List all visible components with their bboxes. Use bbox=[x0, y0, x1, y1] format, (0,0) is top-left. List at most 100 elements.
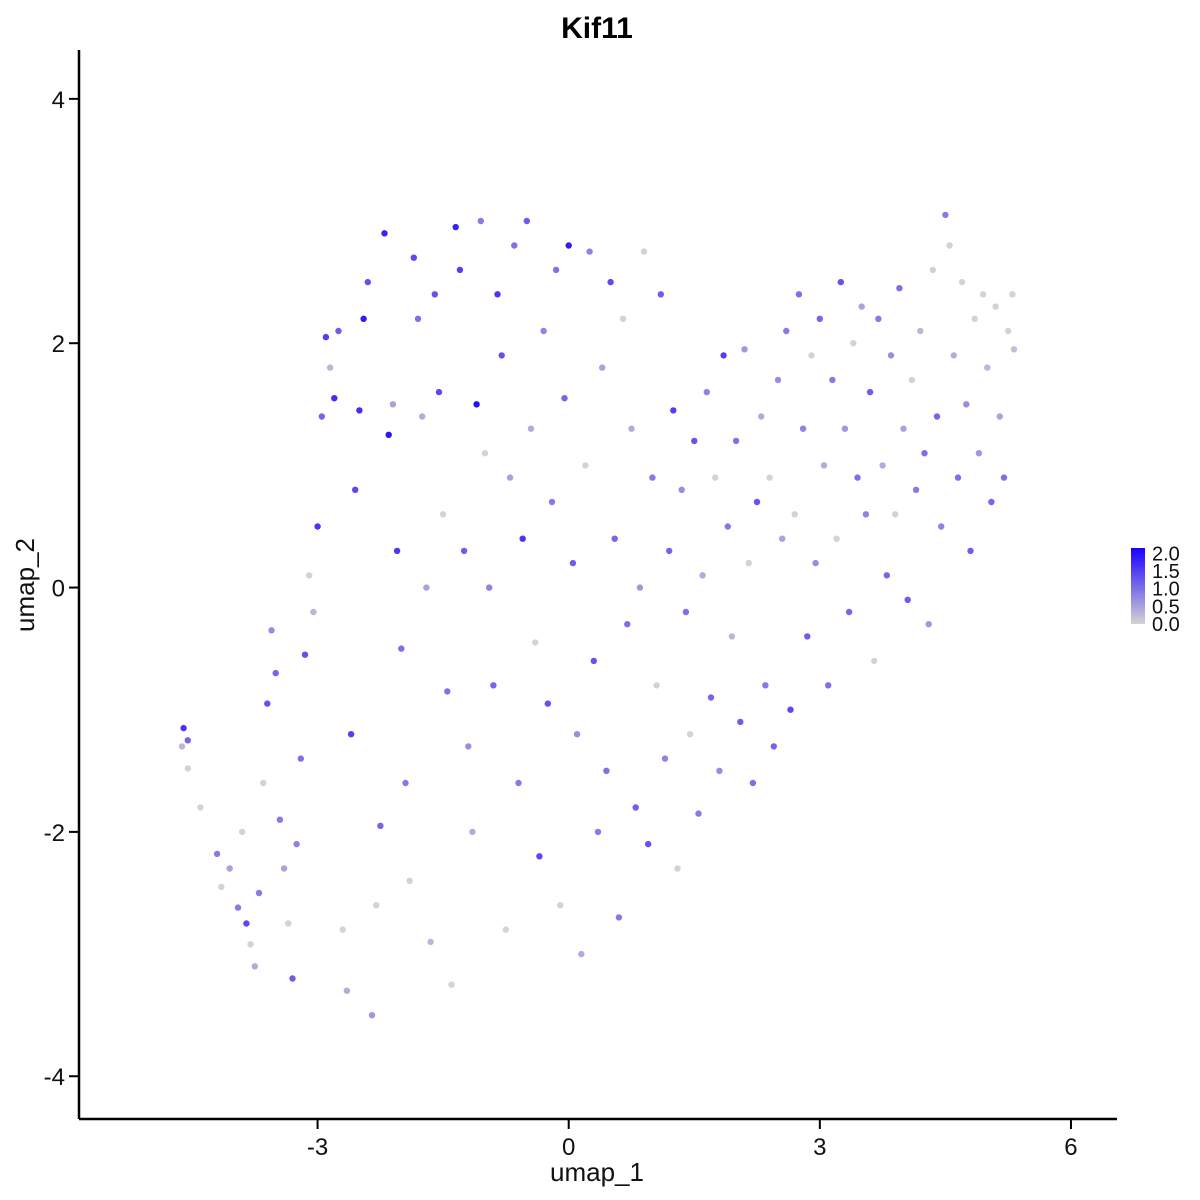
data-point bbox=[343, 987, 351, 994]
y-tick-label: 0 bbox=[52, 576, 65, 603]
x-tick-label: 0 bbox=[562, 1134, 575, 1161]
data-point bbox=[260, 779, 267, 787]
data-point bbox=[373, 902, 380, 909]
data-point bbox=[481, 450, 489, 457]
data-point bbox=[958, 278, 966, 286]
points-layer bbox=[178, 211, 1018, 1019]
data-point bbox=[293, 840, 300, 848]
data-point bbox=[599, 364, 606, 371]
y-tick-label: -2 bbox=[44, 820, 65, 847]
data-point bbox=[678, 486, 685, 493]
data-point bbox=[322, 333, 330, 341]
data-point bbox=[243, 920, 250, 927]
data-point bbox=[749, 779, 757, 787]
data-point bbox=[184, 765, 191, 772]
data-point bbox=[435, 388, 443, 396]
x-axis-title: umap_1 bbox=[550, 1157, 644, 1187]
y-tick-label: 4 bbox=[52, 87, 65, 114]
data-point bbox=[674, 865, 681, 872]
data-point bbox=[431, 291, 438, 298]
legend-tick-label: 1.0 bbox=[1152, 579, 1180, 601]
data-point bbox=[653, 682, 660, 689]
data-point bbox=[519, 535, 526, 542]
data-point bbox=[866, 388, 874, 396]
data-point bbox=[301, 651, 309, 658]
data-point bbox=[632, 804, 639, 811]
data-point bbox=[326, 364, 334, 371]
data-point bbox=[912, 486, 920, 493]
data-point bbox=[640, 248, 648, 255]
data-point bbox=[255, 889, 263, 897]
data-point bbox=[527, 425, 535, 432]
data-point bbox=[904, 596, 911, 603]
data-point bbox=[862, 511, 870, 518]
data-point bbox=[724, 523, 731, 530]
data-point bbox=[557, 902, 564, 909]
data-point bbox=[887, 352, 895, 359]
data-point bbox=[456, 266, 464, 274]
y-axis-title: umap_2 bbox=[10, 538, 40, 632]
data-point bbox=[540, 327, 547, 335]
data-point bbox=[854, 474, 861, 481]
data-point bbox=[695, 810, 702, 817]
data-point bbox=[845, 608, 853, 616]
data-point bbox=[444, 688, 451, 695]
data-point bbox=[452, 223, 459, 231]
data-point bbox=[979, 291, 987, 298]
data-point bbox=[950, 352, 957, 359]
data-point bbox=[933, 413, 941, 420]
data-point bbox=[624, 621, 631, 628]
data-point bbox=[247, 941, 254, 948]
y-tick-label: 2 bbox=[52, 331, 65, 358]
data-point bbox=[850, 340, 857, 347]
data-point bbox=[871, 657, 878, 665]
data-point bbox=[306, 572, 313, 579]
data-point bbox=[816, 315, 823, 322]
data-point bbox=[268, 627, 275, 634]
data-point bbox=[494, 291, 501, 298]
data-point bbox=[590, 657, 597, 665]
data-point bbox=[975, 450, 983, 457]
data-point bbox=[565, 242, 572, 249]
data-point bbox=[929, 266, 936, 274]
data-point bbox=[762, 682, 769, 689]
data-point bbox=[318, 413, 325, 420]
data-point bbox=[900, 425, 907, 432]
data-point bbox=[506, 474, 514, 481]
data-point bbox=[515, 779, 522, 787]
data-point bbox=[670, 407, 677, 414]
data-point bbox=[178, 743, 186, 750]
data-point bbox=[942, 211, 949, 219]
data-point bbox=[812, 559, 819, 567]
data-point bbox=[707, 694, 715, 701]
data-point bbox=[465, 743, 472, 750]
y-axis-ticks: -4 -2 0 2 4 bbox=[44, 87, 79, 1091]
data-point bbox=[875, 315, 882, 322]
data-point bbox=[502, 926, 510, 933]
data-point bbox=[297, 755, 304, 762]
data-point bbox=[737, 718, 744, 726]
data-point bbox=[594, 828, 602, 836]
data-point bbox=[460, 547, 468, 555]
data-point bbox=[239, 828, 246, 836]
data-point bbox=[992, 303, 999, 310]
data-point bbox=[234, 904, 242, 911]
color-legend: 2.01.51.00.50.0 bbox=[1131, 543, 1180, 636]
data-point bbox=[954, 474, 962, 481]
data-point bbox=[381, 230, 388, 237]
data-point bbox=[490, 682, 497, 689]
data-point bbox=[364, 278, 371, 286]
data-point bbox=[578, 950, 585, 958]
data-point bbox=[393, 547, 401, 555]
data-point bbox=[251, 963, 258, 970]
legend-tick-label: 0.5 bbox=[1152, 596, 1180, 618]
data-point bbox=[368, 1012, 376, 1019]
data-point bbox=[347, 731, 355, 738]
data-point bbox=[741, 346, 748, 353]
data-point bbox=[385, 431, 392, 438]
data-point bbox=[603, 767, 610, 774]
data-point bbox=[1010, 346, 1018, 353]
x-tick-label: -3 bbox=[307, 1134, 328, 1161]
data-point bbox=[184, 737, 191, 744]
legend-tick-label: 1.5 bbox=[1152, 561, 1180, 583]
